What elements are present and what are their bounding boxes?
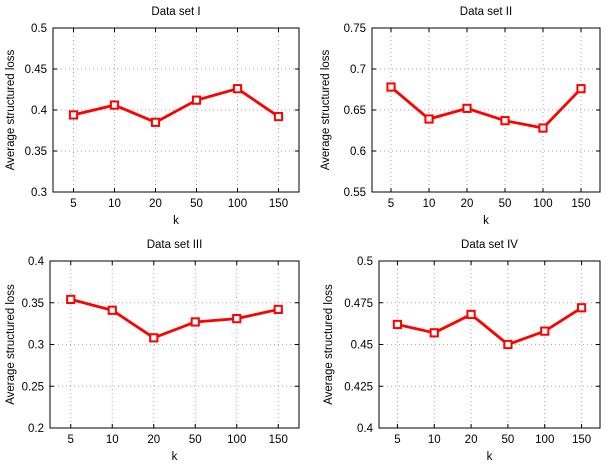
data-marker [191,95,202,105]
x-tick-label: 150 [572,434,591,446]
y-tick-label: 0.7 [350,64,366,76]
y-tick-label: 0.2 [28,423,44,435]
y-tick-label: 0.35 [25,146,47,158]
chart-title: Data set IV [461,239,518,251]
x-axis-label: k [172,451,178,463]
x-tick-label: 50 [499,198,512,210]
x-tick-label: 10 [428,434,441,446]
y-tick-label: 0.5 [357,256,373,268]
x-tick-label: 20 [461,198,474,210]
subplot-dataset-3: 0.2 0.25 0.3 0.35 0.4 5 10 20 50 100 150 Data set I… [0,233,303,467]
data-marker [190,317,200,327]
data-marker [273,111,284,122]
x-axis-label: k [487,451,493,463]
y-tick-label: 0.25 [22,381,44,393]
data-marker [466,309,476,320]
data-marker [540,326,550,336]
data-marker [462,103,472,113]
y-tick-label: 0.6 [350,146,366,158]
x-tick-label: 20 [147,434,160,446]
x-tick-label: 5 [70,198,76,210]
data-marker [429,328,439,338]
x-tick-label: 5 [388,198,394,210]
data-marker [392,319,403,330]
y-axis-label: Average structured loss [320,49,332,170]
plot-background [372,28,600,192]
plot-background [379,261,600,428]
y-tick-label: 0.3 [31,187,47,199]
series-line [390,85,583,130]
y-tick-label: 0.45 [25,64,47,76]
data-marker [273,304,283,315]
x-tick-label: 100 [535,434,554,446]
y-tick-label: 0.4 [357,423,374,435]
x-tick-label: 100 [227,434,246,446]
y-axis-label: Average structured loss [5,49,17,170]
data-marker [68,110,79,120]
data-marker [500,116,510,126]
data-marker [576,84,586,94]
series-line [397,306,583,347]
x-tick-label: 100 [228,198,247,210]
x-tick-label: 100 [533,198,552,210]
y-tick-label: 0.3 [28,340,44,352]
data-marker [107,305,117,315]
x-tick-label: 150 [571,198,590,210]
data-marker [149,333,159,343]
x-tick-label: 20 [149,198,162,210]
chart-dataset-4: 0.4 0.425 0.45 0.475 0.5 5 10 20 50 100 150 Data se… [323,239,601,463]
subplot-dataset-4: 0.4 0.425 0.45 0.475 0.5 5 10 20 50 100 150 Data se… [303,233,606,467]
series-line [70,298,279,340]
x-tick-label: 50 [502,434,515,446]
axis-box [52,27,300,193]
y-axis-label: Average structured loss [323,284,335,405]
y-tick-label: 0.55 [344,187,366,199]
y-axis-label: Average structured loss [5,284,17,405]
x-tick-label: 10 [108,198,121,210]
chart-dataset-3: 0.2 0.25 0.3 0.35 0.4 5 10 20 50 100 150 Data set I… [5,239,300,463]
y-tick-label: 0.475 [344,298,373,310]
subplot-dataset-1: 0.3 0.35 0.4 0.45 0.5 5 10 20 50 100 150 Data set I… [0,0,303,233]
chart-title: Data set I [151,6,200,18]
chart-title: Data set III [147,239,203,251]
chart-dataset-1: 0.3 0.35 0.4 0.45 0.5 5 10 20 50 100 150 Data set I… [5,6,300,227]
x-tick-label: 5 [394,434,400,446]
y-tick-label: 0.5 [31,23,47,35]
data-marker [538,123,548,133]
axis-box [49,260,300,429]
data-marker [66,294,76,305]
y-tick-label: 0.4 [28,256,45,268]
x-tick-label: 10 [423,198,436,210]
x-tick-label: 5 [68,434,74,446]
x-tick-label: 20 [465,434,478,446]
data-marker [576,303,587,313]
y-tick-label: 0.4 [31,105,48,117]
y-tick-label: 0.45 [351,340,373,352]
x-axis-label: k [483,215,489,227]
x-tick-label: 150 [269,434,288,446]
data-marker [386,82,396,92]
x-tick-label: 150 [269,198,288,210]
data-marker [424,114,434,124]
y-tick-label: 0.65 [344,105,366,117]
data-marker [232,314,242,324]
chart-dataset-2: 0.55 0.6 0.65 0.7 0.75 5 10 20 50 100 150 Data set … [320,6,601,227]
x-tick-label: 50 [190,198,203,210]
data-marker [232,84,243,94]
axis-box [378,260,601,429]
data-marker [503,339,513,350]
x-axis-label: k [173,215,179,227]
y-tick-label: 0.75 [344,23,366,35]
axis-box [371,27,601,193]
x-tick-label: 50 [189,434,202,446]
y-tick-label: 0.425 [344,381,373,393]
chart-title: Data set II [460,6,512,18]
x-tick-label: 10 [106,434,119,446]
data-marker [150,117,161,127]
series-line [73,87,280,124]
subplot-dataset-2: 0.55 0.6 0.65 0.7 0.75 5 10 20 50 100 150 Data set … [303,0,606,233]
data-marker [109,100,120,110]
y-tick-label: 0.35 [22,298,44,310]
